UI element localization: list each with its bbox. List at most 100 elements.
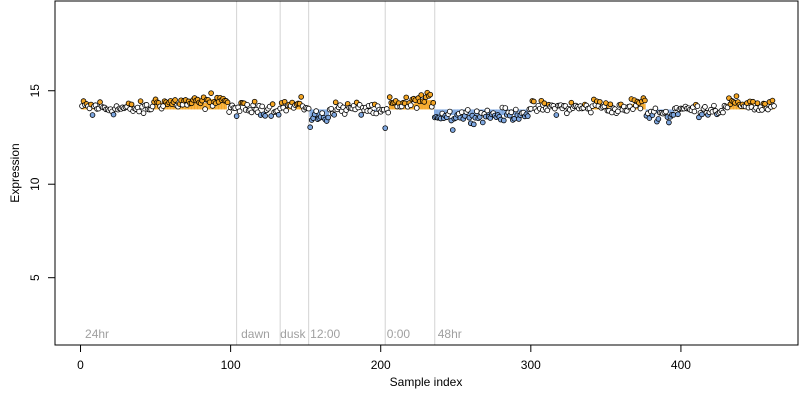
data-point: [479, 119, 486, 126]
y-tick-label: 5: [28, 274, 42, 281]
deviation-bar: [192, 102, 194, 110]
data-point: [702, 104, 708, 110]
deviation-bar: [223, 99, 226, 110]
data-point: [666, 119, 672, 126]
y-axis: 5 10 15: [28, 84, 56, 281]
deviation-bar: [84, 106, 86, 110]
data-point: [128, 101, 135, 108]
data-point: [513, 106, 519, 113]
deviation-bar: [672, 109, 675, 114]
deviation-bar: [471, 109, 473, 116]
deviation-bar: [392, 103, 394, 110]
deviation-bar: [318, 109, 320, 117]
data-point: [642, 97, 648, 104]
data-point: [110, 111, 117, 118]
deviation-bar: [453, 109, 455, 116]
deviation-bar: [202, 102, 205, 110]
deviation-bar: [473, 109, 475, 116]
deviation-bar: [435, 109, 437, 116]
data-point: [140, 110, 147, 116]
deviation-bar: [201, 102, 203, 110]
x-tick-label: 200: [371, 358, 391, 372]
deviation-bar: [735, 103, 738, 110]
data-point: [733, 93, 740, 99]
data-point: [720, 109, 726, 116]
data-point: [325, 114, 331, 121]
phase-label: dusk: [280, 327, 306, 341]
data-point: [769, 97, 776, 104]
data-point: [531, 98, 537, 105]
deviation-bar: [222, 99, 224, 110]
data-point: [637, 105, 644, 112]
data-point: [319, 110, 325, 116]
data-point: [172, 97, 178, 103]
deviation-bar: [420, 100, 422, 110]
deviation-bar: [500, 109, 502, 116]
phase-label: dawn: [241, 327, 270, 341]
data-point: [236, 108, 243, 115]
x-axis-label: Sample index: [390, 375, 463, 389]
deviation-bar: [731, 103, 733, 110]
deviation-bar: [220, 99, 223, 110]
data-point: [750, 98, 756, 105]
deviation-bar: [606, 104, 609, 110]
deviation-bar: [285, 105, 287, 110]
y-tick-label: 10: [28, 177, 42, 191]
deviation-bar: [422, 100, 424, 110]
deviation-bar: [309, 109, 311, 117]
deviation-bar: [504, 109, 507, 116]
data-point: [305, 105, 312, 112]
deviation-bar: [298, 105, 301, 110]
plot-frame: [54, 0, 799, 346]
deviation-bar: [444, 109, 446, 116]
data-point: [541, 100, 548, 106]
data-point: [283, 107, 289, 114]
data-point: [544, 107, 551, 114]
deviation-bar: [455, 109, 457, 116]
data-point: [607, 101, 614, 108]
data-point: [418, 92, 425, 98]
data-point: [137, 98, 144, 104]
data-point: [413, 105, 420, 111]
deviation-bar: [205, 102, 208, 110]
deviation-bar: [437, 109, 439, 116]
x-tick-label: 300: [521, 358, 541, 372]
deviation-bar: [196, 102, 199, 110]
data-point: [588, 109, 594, 116]
data-point: [427, 91, 434, 98]
data-point: [331, 112, 337, 118]
data-point: [202, 106, 208, 112]
data-point: [449, 127, 456, 133]
data-point: [332, 99, 339, 106]
data-point: [259, 103, 265, 110]
data-point: [508, 109, 515, 116]
deviation-bar: [190, 102, 193, 110]
phase-label: 12:00: [310, 327, 340, 341]
deviation-bar: [732, 103, 735, 110]
deviation-bar: [413, 103, 415, 110]
data-point: [724, 104, 731, 111]
deviation-bar: [414, 100, 416, 110]
deviation-bar: [195, 102, 197, 110]
data-point: [307, 124, 313, 130]
deviation-bar: [518, 109, 520, 113]
data-point: [694, 103, 701, 109]
deviation-bar: [498, 109, 500, 116]
data-point: [502, 105, 509, 111]
deviation-bar: [513, 109, 516, 116]
deviation-bar: [419, 100, 421, 110]
data-point: [754, 100, 761, 106]
data-point: [208, 90, 214, 96]
x-tick-label: 100: [221, 358, 241, 372]
data-point: [655, 116, 662, 122]
data-point: [473, 108, 480, 115]
data-point: [528, 105, 534, 112]
deviation-bar: [608, 104, 610, 110]
phase-labels: 24hr dawn dusk 12:00 0:00 48hr: [85, 327, 462, 341]
deviation-bar: [501, 109, 504, 116]
deviation-bar: [438, 109, 440, 116]
data-point: [615, 108, 621, 115]
deviation-bar: [425, 100, 427, 110]
deviation-bar: [423, 100, 425, 110]
